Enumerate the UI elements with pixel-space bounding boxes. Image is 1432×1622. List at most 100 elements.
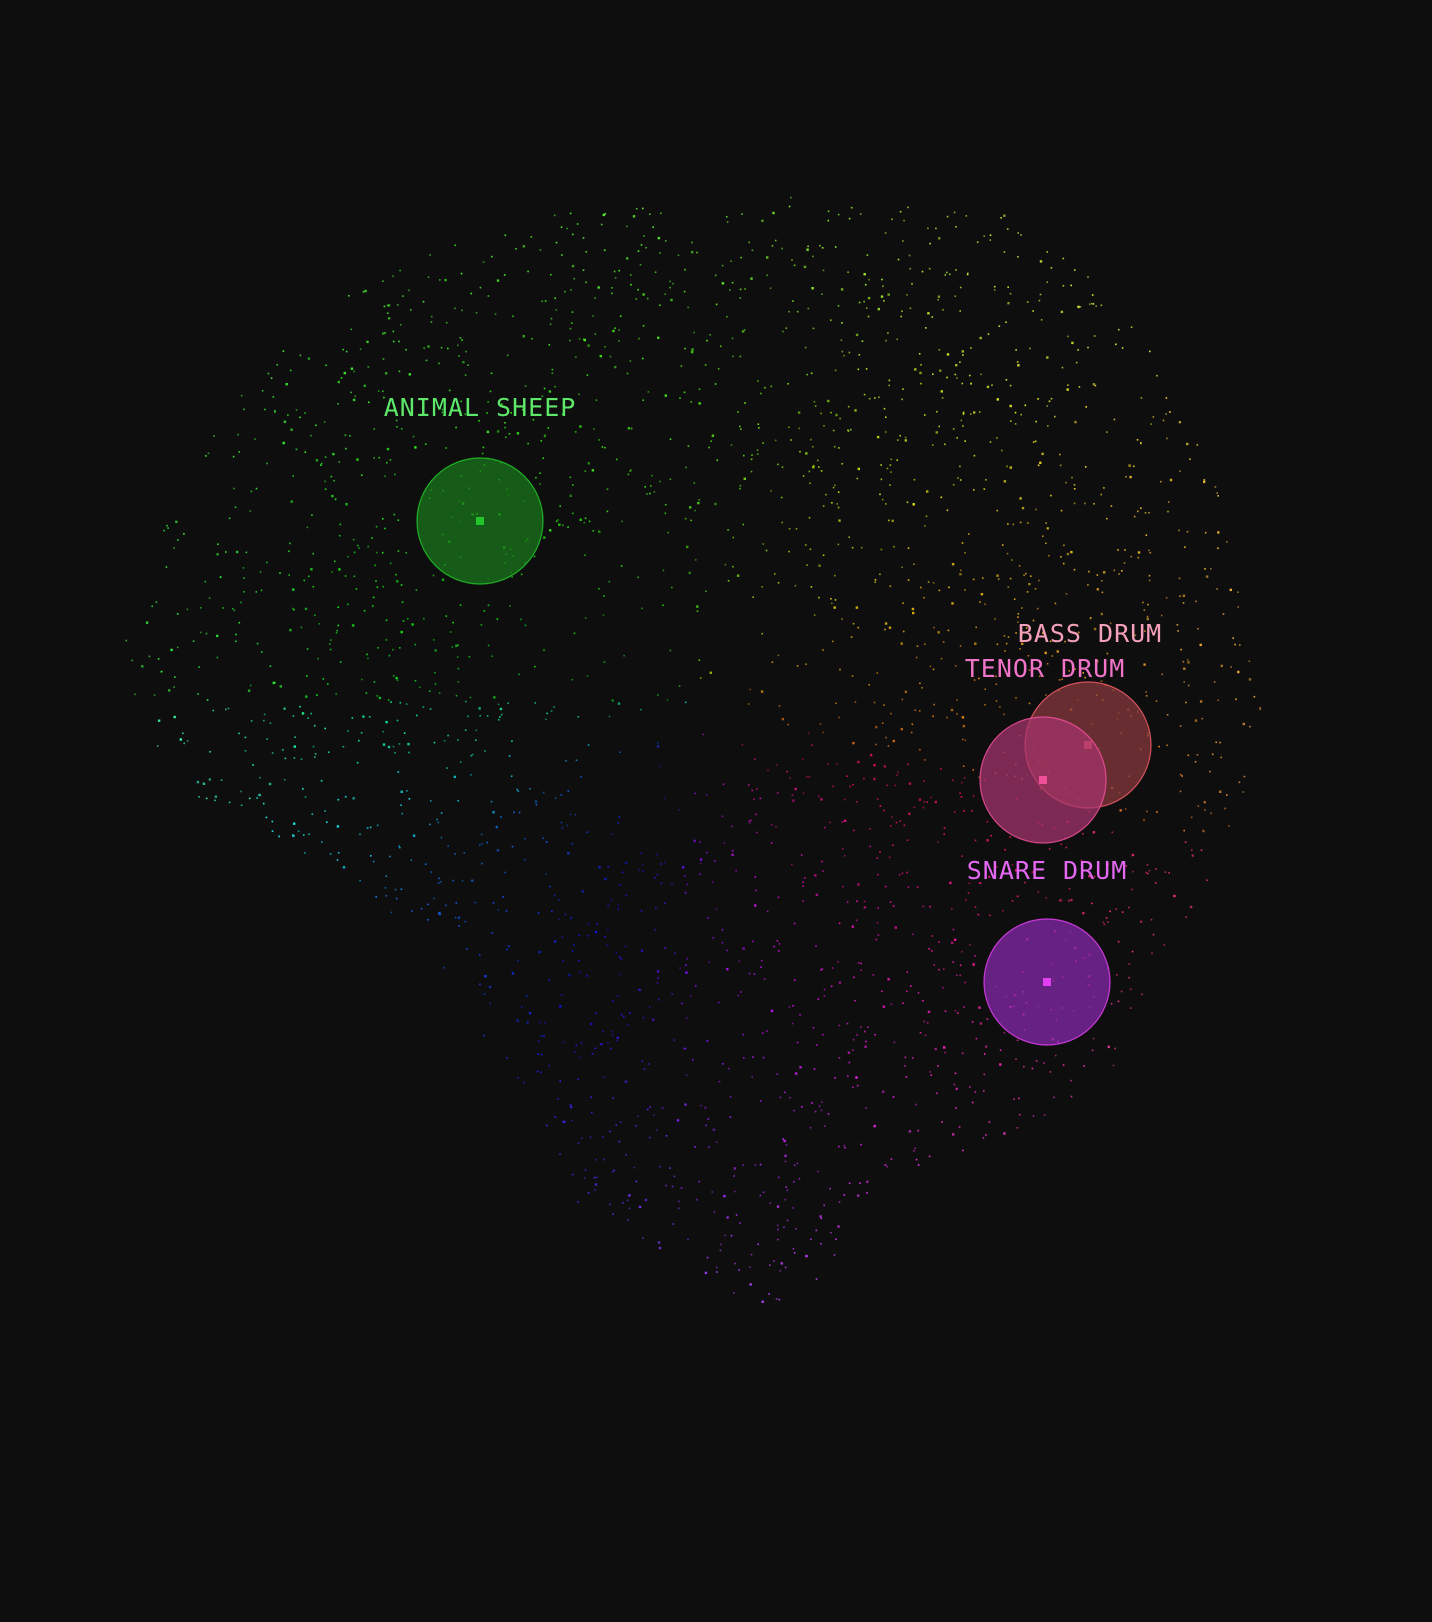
- scatter-point: [771, 661, 774, 663]
- scatter-point: [369, 826, 372, 829]
- scatter-point: [792, 799, 795, 802]
- scatter-point: [637, 288, 639, 291]
- scatter-point: [838, 716, 840, 719]
- scatter-point: [820, 470, 823, 472]
- scatter-point: [213, 435, 215, 437]
- scatter-point: [545, 1124, 548, 1127]
- scatter-point: [240, 790, 242, 793]
- scatter-point: [614, 276, 617, 279]
- scatter-point: [367, 545, 369, 548]
- scatter-point: [861, 340, 864, 342]
- scatter-point: [652, 1018, 655, 1021]
- scatter-point: [544, 434, 546, 437]
- scatter-point: [457, 681, 460, 683]
- scatter-point: [743, 477, 746, 480]
- scatter-point: [578, 393, 580, 396]
- scatter-point: [603, 595, 605, 597]
- scatter-point: [776, 792, 779, 794]
- scatter-point: [396, 426, 398, 428]
- scatter-point: [374, 564, 376, 567]
- scatter-point: [301, 712, 305, 715]
- scatter-point: [851, 925, 854, 928]
- scatter-point: [406, 790, 408, 792]
- scatter-point: [827, 399, 830, 403]
- cluster-snare-drum[interactable]: SNARE DRUM: [967, 856, 1128, 1046]
- scatter-point: [751, 249, 754, 252]
- scatter-point: [1023, 574, 1025, 577]
- scatter-point: [539, 249, 542, 251]
- scatter-point: [1003, 214, 1006, 217]
- scatter-point: [561, 413, 564, 416]
- scatter-point: [563, 405, 566, 408]
- scatter-point: [324, 727, 326, 730]
- cluster-tenor-drum[interactable]: TENOR DRUM: [965, 654, 1126, 844]
- scatter-point: [373, 428, 376, 430]
- scatter-point: [157, 719, 161, 722]
- scatter-point: [1228, 825, 1230, 827]
- scatter-point: [926, 1022, 929, 1024]
- scatter-point: [524, 838, 526, 840]
- scatter-point: [740, 428, 742, 430]
- scatter-point: [664, 902, 666, 904]
- scatter-point: [312, 586, 315, 588]
- scatter-point: [1019, 521, 1022, 524]
- scatter-point: [283, 778, 286, 781]
- scatter-point: [1064, 640, 1066, 643]
- scatter-point: [865, 1107, 867, 1109]
- scatter-point: [698, 1180, 700, 1183]
- scatter-point: [289, 542, 291, 545]
- scatter-point: [475, 739, 477, 741]
- scatter-point: [1220, 756, 1222, 759]
- scatter-point: [654, 876, 656, 879]
- scatter-point: [735, 1214, 738, 1216]
- scatter-point: [249, 510, 252, 512]
- scatter-point: [824, 1125, 826, 1127]
- scatter-point: [817, 795, 820, 798]
- scatter-point: [781, 247, 783, 250]
- scatter-point: [786, 1219, 789, 1222]
- scatter-point: [977, 913, 980, 916]
- scatter-point: [802, 758, 804, 761]
- scatter-point: [1235, 698, 1237, 701]
- scatter-point: [343, 371, 346, 375]
- scatter-point: [819, 723, 822, 725]
- scatter-point: [272, 681, 275, 685]
- scatter-point: [730, 444, 733, 446]
- scatter-point: [1026, 301, 1029, 303]
- scatter-point: [876, 672, 879, 674]
- cluster-center-marker: [476, 517, 484, 525]
- scatter-point: [988, 875, 991, 878]
- scatter-point: [153, 694, 156, 696]
- scatter-point: [1003, 480, 1007, 483]
- scatter-point: [669, 478, 672, 480]
- scatter-point: [946, 215, 949, 218]
- cluster-animal-sheep[interactable]: ANIMAL SHEEP: [384, 393, 577, 585]
- scatter-point: [747, 703, 750, 705]
- scatter-point: [692, 1058, 694, 1061]
- scatter-point: [540, 1035, 543, 1037]
- scatter-point: [761, 632, 763, 635]
- scatter-point: [487, 644, 490, 647]
- scatter-point: [761, 1032, 764, 1034]
- scatter-point: [569, 476, 572, 479]
- scatter-point: [895, 821, 898, 824]
- scatter-point: [911, 933, 914, 936]
- scatter-point: [784, 1154, 787, 1157]
- scatter-point: [581, 890, 585, 893]
- scatter-point: [1145, 691, 1147, 693]
- scatter-point: [352, 797, 355, 800]
- scatter-point: [1092, 383, 1096, 386]
- scatter-point: [383, 396, 385, 399]
- scatter-point: [719, 1243, 722, 1246]
- scatter-point: [666, 699, 669, 701]
- scatter-point: [302, 788, 304, 790]
- scatter-point: [627, 1219, 629, 1221]
- scatter-point: [1143, 663, 1146, 666]
- scatter-point: [933, 626, 935, 629]
- scatter-point: [412, 834, 416, 837]
- scatter-point: [484, 975, 487, 978]
- scatter-point: [590, 1022, 593, 1026]
- scatter-point: [619, 973, 622, 975]
- scatter-point: [900, 642, 903, 645]
- scatter-point: [968, 882, 971, 885]
